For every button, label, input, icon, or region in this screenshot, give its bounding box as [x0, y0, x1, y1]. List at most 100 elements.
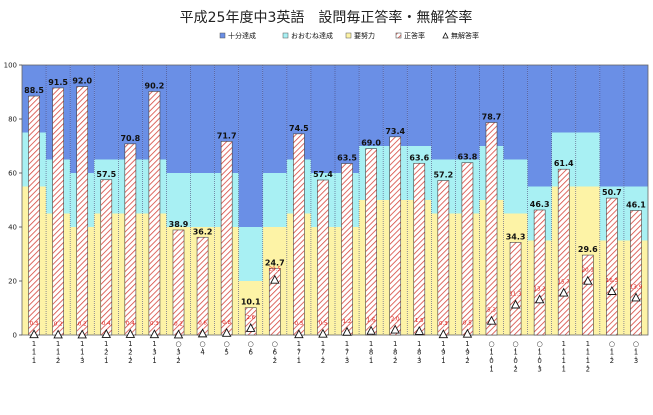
x-tick-label-part: 1	[345, 340, 349, 348]
x-tick-label-part: 2	[128, 349, 132, 357]
no-response-marker	[101, 328, 112, 338]
no-response-marker	[173, 329, 184, 339]
x-tick-label-part: 1	[56, 340, 60, 348]
bar-value-label: 50.7	[602, 188, 622, 197]
bar-correct-rate	[606, 197, 618, 336]
x-tick-label: ○62	[272, 340, 278, 365]
no-response-marker	[462, 328, 473, 338]
bar-correct-rate	[220, 141, 233, 336]
x-tick-label-part: ○	[488, 340, 494, 348]
x-tick-label-part: ○	[609, 340, 615, 348]
no-response-marker	[342, 326, 352, 336]
x-tick-label: ○4	[200, 340, 206, 357]
bar-correct-rate	[630, 210, 642, 336]
band-column	[262, 65, 287, 335]
bar-correct-rate	[148, 91, 161, 336]
band-fully	[310, 65, 335, 173]
x-tick-label-part: 1	[537, 349, 541, 357]
band-fully	[527, 65, 552, 187]
bar-value-label: 34.3	[506, 232, 526, 241]
x-tick-label-part: 2	[273, 357, 277, 365]
bar-value-label: 38.9	[169, 220, 189, 229]
x-tick-label: 181	[369, 340, 373, 365]
bar-value-label: 36.2	[193, 227, 213, 236]
bar-value-label: 29.6	[578, 245, 598, 254]
band-mostly	[166, 173, 191, 227]
x-tick-label: 122	[128, 340, 132, 365]
no-response-marker	[270, 274, 280, 284]
bar-correct-rate	[509, 242, 522, 336]
bar-value-label: 70.8	[120, 134, 140, 143]
x-tick-label-part: 1	[465, 340, 469, 348]
band-fully	[335, 65, 360, 173]
band-fully	[599, 65, 624, 187]
bar-value-label: 88.5	[24, 86, 44, 95]
no-response-marker	[245, 323, 256, 332]
x-tick-label-part: 1	[441, 357, 445, 365]
band-fully	[551, 65, 576, 133]
no-response-label: 0.5	[463, 321, 472, 327]
no-response-label: 20.1	[582, 268, 594, 274]
no-response-label: 2.0	[391, 317, 400, 323]
legend-item: 十分達成	[219, 31, 256, 40]
x-tick-label-part: 6	[248, 349, 253, 357]
band-fully	[431, 65, 456, 160]
x-tick-label-part: 1	[297, 340, 301, 348]
x-tick-label-part: 1	[152, 340, 156, 348]
x-tick-label-part: 3	[634, 357, 638, 365]
bar-value-label: 57.4	[313, 170, 333, 179]
x-tick-label-part: 1	[513, 349, 517, 357]
no-response-marker	[197, 328, 208, 338]
x-tick-label-part: 6	[273, 349, 278, 357]
bar-correct-rate	[293, 133, 305, 336]
bar-value-label: 46.1	[626, 201, 646, 210]
no-response-label: 2.6	[246, 315, 255, 321]
x-tick-label-part: 1	[321, 340, 325, 348]
legend-swatch	[345, 32, 352, 39]
x-tick-label-part: 1	[561, 357, 565, 365]
legend-item: おおむね達成	[282, 31, 333, 40]
x-tick-label-part: 1	[369, 340, 373, 348]
no-response-marker	[221, 327, 232, 337]
bar-correct-rate	[437, 180, 450, 336]
x-tick-label: ○32	[175, 340, 181, 365]
x-tick-label-part: 7	[297, 349, 301, 357]
y-tick-label: 0	[13, 332, 17, 340]
x-tick-label-part: 1	[80, 349, 84, 357]
no-response-label: 11.3	[509, 291, 522, 297]
no-response-label: 0.4	[126, 321, 135, 327]
x-tick-label-part: 2	[610, 357, 614, 365]
no-response-label: 0.3	[295, 321, 304, 327]
x-tick-label-part: 1	[32, 340, 36, 348]
bar-value-label: 90.2	[145, 81, 165, 90]
bar-correct-rate	[533, 209, 546, 336]
bar-value-label: 46.3	[530, 200, 550, 209]
bar-correct-rate	[461, 162, 474, 336]
x-tick-label: 173	[345, 340, 349, 365]
legend: 十分達成 おおむね達成 要努力 正答率 無解答率	[219, 31, 479, 40]
y-tick-label: 60	[8, 170, 17, 178]
y-tick-label: 80	[8, 116, 17, 124]
no-response-marker	[125, 328, 136, 338]
x-tick-label-part: 4	[200, 349, 205, 357]
bar-value-label: 24.7	[265, 258, 285, 267]
x-tick-label: ○5	[224, 340, 230, 357]
band-mostly	[238, 227, 263, 281]
x-tick-label-part: 1	[489, 366, 493, 374]
x-tick-label-part: 1	[32, 357, 36, 365]
x-tick-label: ○102	[513, 340, 519, 374]
bar-value-label: 74.5	[289, 124, 309, 133]
bar-correct-rate	[317, 179, 329, 336]
band-mostly	[190, 173, 215, 227]
band-fully	[623, 65, 648, 187]
bar-correct-rate	[172, 229, 185, 336]
x-tick-label: 113	[80, 340, 84, 365]
no-response-label: 0.2	[78, 321, 87, 327]
x-tick-label-part: 1	[561, 366, 565, 374]
bar-correct-rate	[341, 163, 353, 336]
x-tick-label: ○13	[633, 340, 639, 365]
legend-label: 正答率	[404, 31, 425, 40]
bar-correct-rate	[581, 254, 594, 336]
band-mostly	[503, 159, 528, 214]
